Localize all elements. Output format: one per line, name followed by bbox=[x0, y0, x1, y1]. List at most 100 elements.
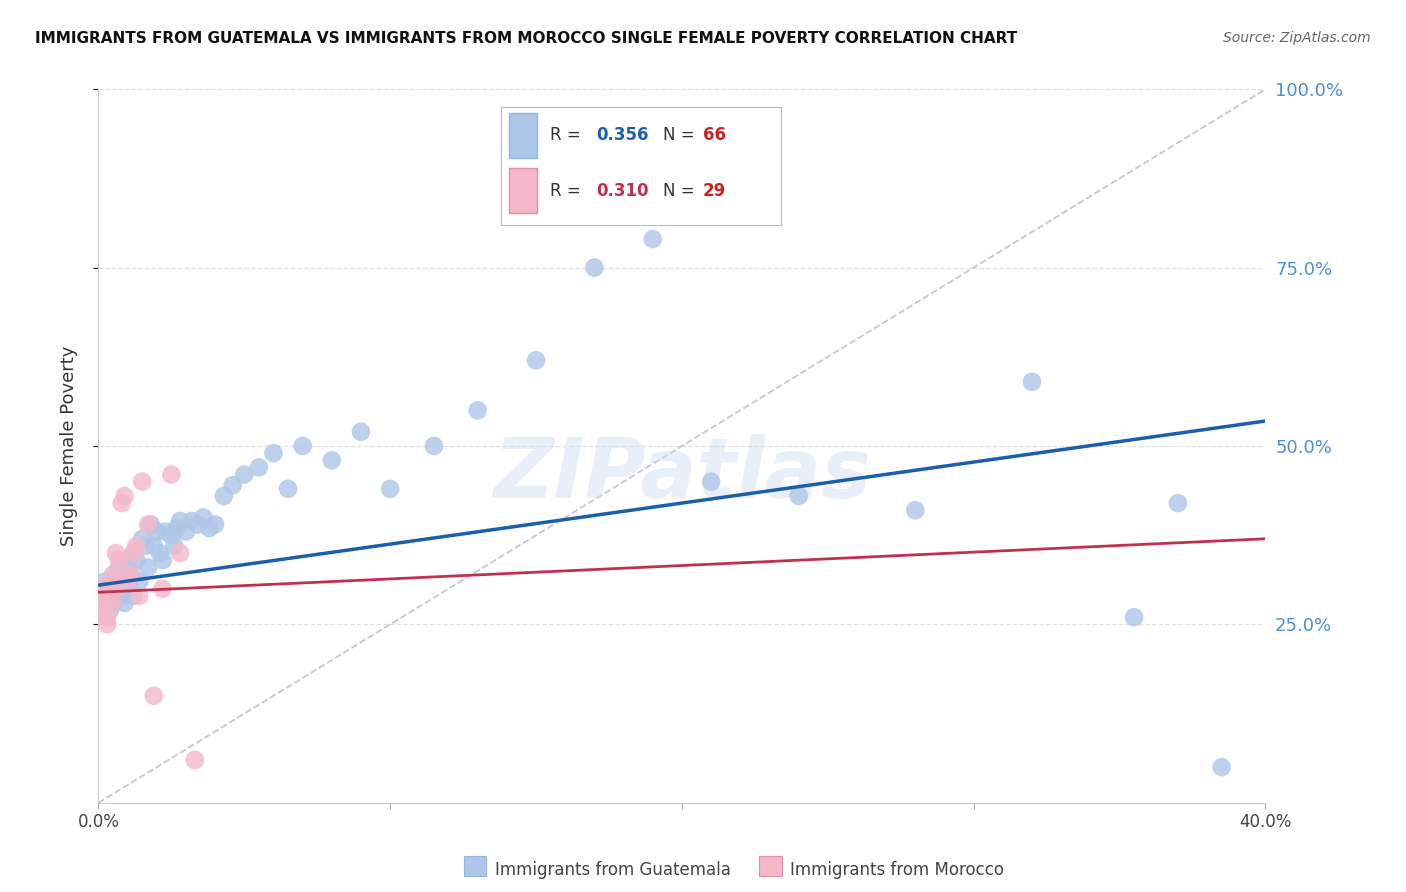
Point bbox=[233, 467, 256, 482]
Point bbox=[350, 425, 373, 439]
Point bbox=[120, 567, 142, 582]
Point bbox=[98, 589, 121, 603]
Point bbox=[104, 582, 127, 596]
Point bbox=[125, 553, 148, 567]
Point bbox=[467, 403, 489, 417]
Point bbox=[524, 353, 547, 368]
Point bbox=[128, 574, 150, 589]
Point bbox=[96, 589, 118, 603]
Point bbox=[122, 589, 145, 603]
Point bbox=[131, 475, 153, 489]
Point bbox=[122, 546, 145, 560]
Point bbox=[1123, 610, 1146, 624]
Point bbox=[139, 517, 162, 532]
Point bbox=[114, 582, 136, 596]
Point bbox=[160, 467, 183, 482]
Point bbox=[125, 539, 148, 553]
Point bbox=[108, 560, 131, 574]
Point bbox=[221, 478, 243, 492]
Point bbox=[128, 589, 150, 603]
Point bbox=[904, 503, 927, 517]
Point bbox=[142, 689, 165, 703]
Point bbox=[198, 521, 221, 535]
Point bbox=[1021, 375, 1043, 389]
Point bbox=[111, 574, 134, 589]
Point bbox=[142, 539, 165, 553]
Point bbox=[93, 582, 115, 596]
Point bbox=[262, 446, 284, 460]
Point bbox=[96, 617, 118, 632]
Text: IMMIGRANTS FROM GUATEMALA VS IMMIGRANTS FROM MOROCCO SINGLE FEMALE POVERTY CORRE: IMMIGRANTS FROM GUATEMALA VS IMMIGRANTS … bbox=[35, 31, 1018, 46]
Point bbox=[277, 482, 299, 496]
Point bbox=[160, 528, 183, 542]
Point bbox=[193, 510, 215, 524]
Point bbox=[787, 489, 810, 503]
Point bbox=[641, 232, 664, 246]
Point bbox=[93, 574, 115, 589]
Point bbox=[183, 753, 205, 767]
Point bbox=[101, 596, 124, 610]
Y-axis label: Single Female Poverty: Single Female Poverty bbox=[59, 346, 77, 546]
Point bbox=[136, 560, 159, 574]
Point bbox=[169, 514, 191, 528]
Point bbox=[101, 596, 124, 610]
Point bbox=[152, 582, 174, 596]
Point bbox=[98, 582, 121, 596]
Point bbox=[111, 496, 134, 510]
Point bbox=[98, 603, 121, 617]
Point bbox=[1211, 760, 1233, 774]
Point bbox=[166, 521, 188, 535]
Point bbox=[117, 574, 139, 589]
Point bbox=[104, 546, 127, 560]
Point bbox=[90, 582, 112, 596]
Point bbox=[98, 574, 121, 589]
Point bbox=[108, 582, 131, 596]
Point bbox=[146, 524, 169, 539]
Point bbox=[131, 532, 153, 546]
Text: Immigrants from Morocco: Immigrants from Morocco bbox=[790, 861, 1004, 879]
Point bbox=[321, 453, 343, 467]
Point bbox=[108, 553, 131, 567]
Point bbox=[90, 603, 112, 617]
Point bbox=[122, 546, 145, 560]
Point bbox=[163, 539, 186, 553]
Point bbox=[134, 539, 156, 553]
Text: Source: ZipAtlas.com: Source: ZipAtlas.com bbox=[1223, 31, 1371, 45]
Point bbox=[152, 553, 174, 567]
Point bbox=[90, 589, 112, 603]
Point bbox=[114, 489, 136, 503]
Point bbox=[187, 517, 209, 532]
Text: Immigrants from Guatemala: Immigrants from Guatemala bbox=[495, 861, 731, 879]
Point bbox=[114, 596, 136, 610]
Point bbox=[180, 514, 202, 528]
Point bbox=[101, 567, 124, 582]
Point bbox=[174, 524, 197, 539]
Point bbox=[101, 574, 124, 589]
Point bbox=[120, 567, 142, 582]
Point bbox=[96, 596, 118, 610]
Point bbox=[108, 574, 131, 589]
Point bbox=[117, 574, 139, 589]
Point bbox=[120, 582, 142, 596]
Point bbox=[423, 439, 446, 453]
Point bbox=[700, 475, 723, 489]
Point bbox=[96, 610, 118, 624]
Point bbox=[104, 589, 127, 603]
Point bbox=[247, 460, 270, 475]
Point bbox=[583, 260, 606, 275]
Point bbox=[380, 482, 402, 496]
Point bbox=[204, 517, 226, 532]
Point bbox=[111, 589, 134, 603]
Point bbox=[93, 596, 115, 610]
Point bbox=[96, 582, 118, 596]
Point bbox=[291, 439, 314, 453]
Point bbox=[169, 546, 191, 560]
Point bbox=[93, 589, 115, 603]
Point bbox=[155, 524, 177, 539]
Point bbox=[212, 489, 235, 503]
Point bbox=[149, 546, 172, 560]
Point bbox=[1167, 496, 1189, 510]
Point bbox=[104, 567, 127, 582]
Point bbox=[117, 560, 139, 574]
Point bbox=[136, 517, 159, 532]
